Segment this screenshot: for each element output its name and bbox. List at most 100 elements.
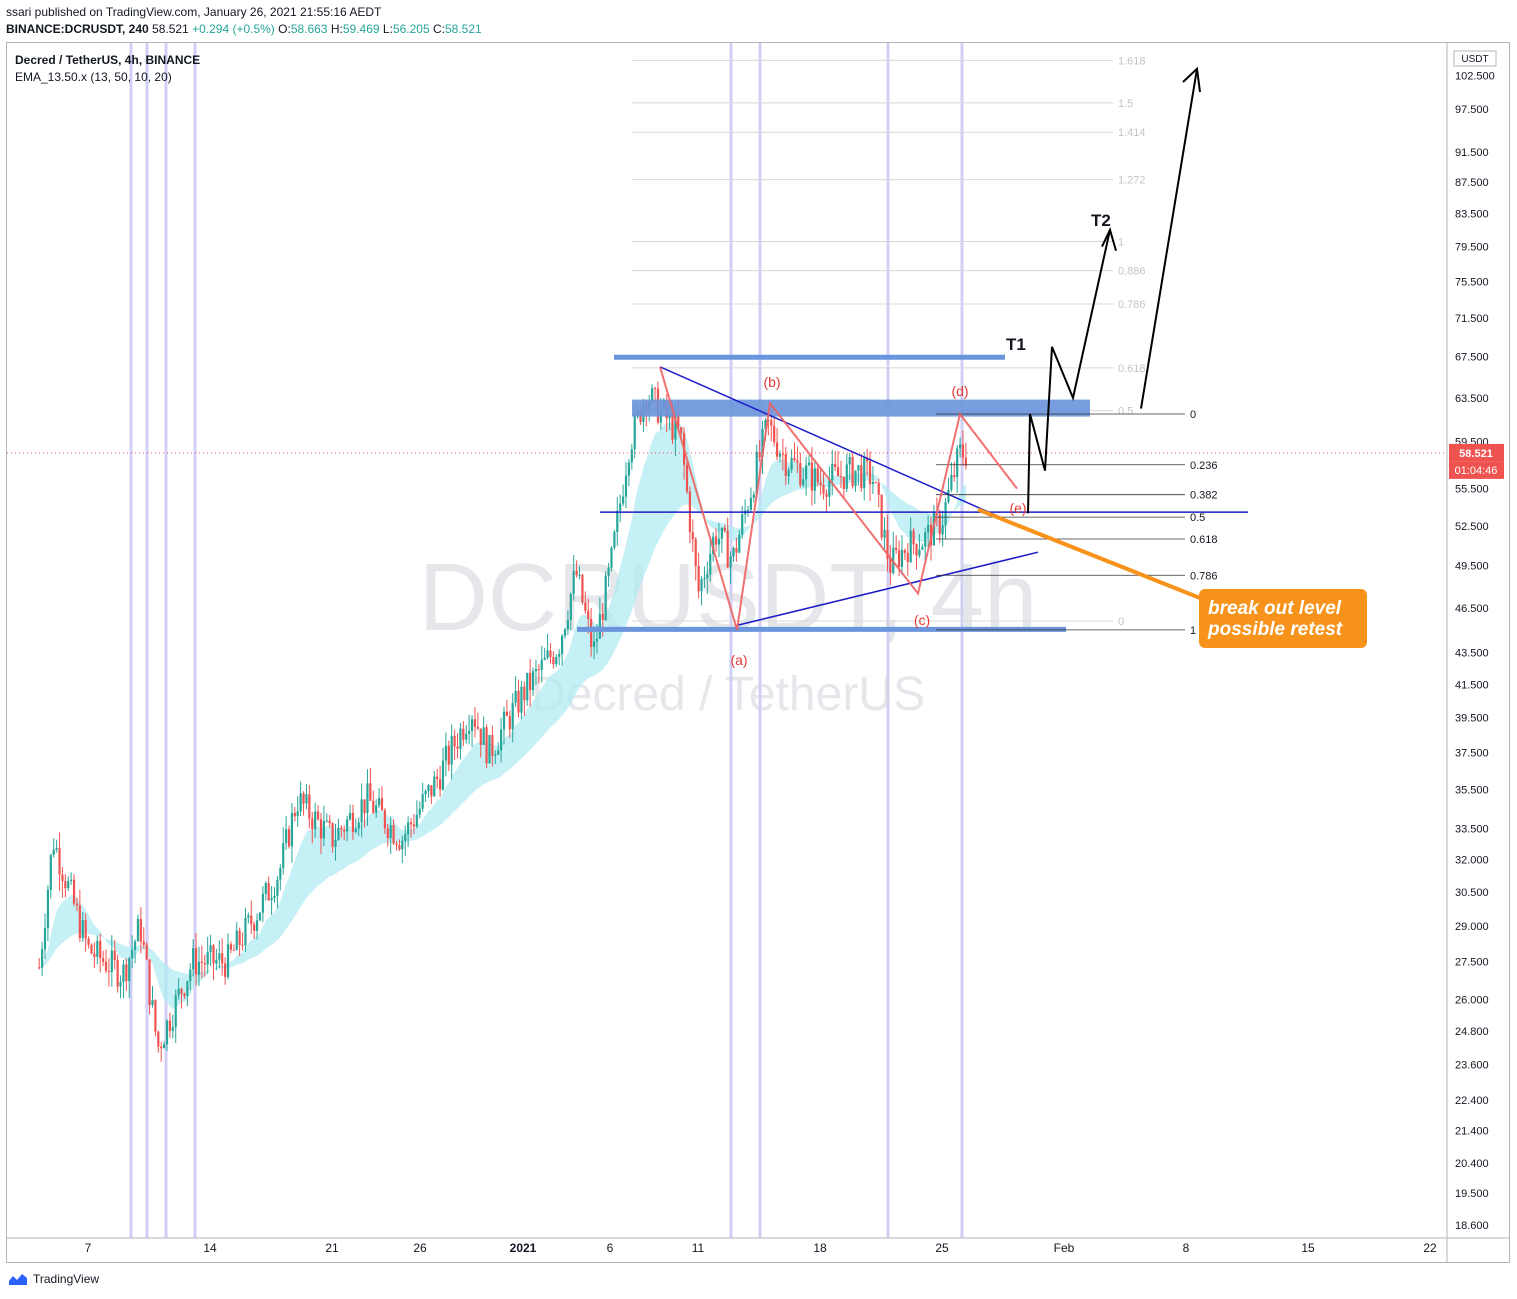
candle-body [93,953,96,957]
fib-level-label: 0.382 [1190,490,1218,502]
candle-body [279,868,282,880]
candle-body [415,814,418,827]
fib-ext-label: 0.786 [1118,299,1146,311]
fib-level-label: 0.5 [1190,512,1205,524]
candle-body [163,1044,166,1049]
watermark-name: Decred / TetherUS [531,668,925,721]
candle-body [790,458,793,470]
candle-body [334,840,337,847]
candle-body [226,944,230,977]
fib-ext-label: 0.886 [1118,266,1146,278]
candle-body [915,544,918,556]
candle-body [877,482,880,495]
indicator-legend[interactable]: EMA_13.50.x (13, 50, 10, 20) [15,70,172,84]
candle-body [427,785,430,792]
candle-body [389,825,392,839]
fib-ext-label: 1.272 [1118,175,1146,187]
candle-body [755,452,758,495]
candle-body [299,793,302,812]
price-tick-label: 29.000 [1455,921,1489,933]
time-tick-label: 21 [325,1241,339,1255]
price-tick-label: 63.500 [1455,393,1489,405]
candle-body [775,442,779,457]
candle-body [523,686,526,701]
candle-body [363,799,366,814]
candle-body [543,657,546,660]
price-tick-label: 41.500 [1455,679,1489,691]
candle-body [572,570,575,594]
candle-body [601,613,604,621]
candle-body [49,854,52,890]
candle-body [84,920,87,939]
candle-body [622,496,625,504]
candle-body [781,453,784,455]
candle-body [700,579,703,592]
target-label-t1: T1 [1006,335,1026,354]
candle-body [587,610,590,619]
candle-body [424,791,427,795]
candle-body [828,480,831,497]
candle-body [360,799,363,823]
candle-body [375,805,378,813]
candle-body [441,760,445,790]
candle-body [142,941,145,945]
candle-body [348,812,352,820]
candle-body [346,819,349,832]
candle-body [241,944,244,946]
candle-body [613,531,616,548]
candle-body [494,754,497,756]
candle-body [921,546,924,550]
fib-level-label: 0 [1190,409,1196,421]
candle-body [276,879,279,897]
low-value: 56.205 [392,22,430,36]
candle-body [918,549,921,556]
candle-body [703,578,706,580]
candle-body [369,783,372,801]
fib-level-label: 0.236 [1190,460,1218,472]
candle-body [197,961,201,975]
candle-body [799,462,802,486]
chart-frame[interactable] [6,42,1510,1263]
fib-ext-label: 1.618 [1118,55,1146,67]
candle-body [96,940,99,957]
price-tick-label: 35.500 [1455,785,1489,797]
price-tick-label: 83.500 [1455,208,1489,220]
candle-body [810,462,814,491]
candle-body [886,529,889,559]
price-tick-label: 79.500 [1455,242,1489,254]
candle-body [941,525,944,535]
candle-body [491,735,494,756]
candle-body [131,949,134,959]
candle-body [337,827,340,841]
price-tick-label: 71.500 [1455,313,1489,325]
vertical-band-2 [164,43,168,1238]
wave-label-e: (e) [1009,500,1026,516]
candle-body [534,669,538,672]
candle-body [316,811,320,820]
price-tick-label: 52.500 [1455,521,1489,533]
candle-body [944,501,947,526]
candle-body [404,834,407,841]
candle-body [778,453,782,457]
candle-body [903,549,906,553]
candle-body [438,779,442,790]
candle-body [860,465,863,489]
price-tick-label: 33.500 [1455,824,1489,836]
candle-body [546,650,549,658]
candle-body [848,456,851,465]
candle-body [325,820,328,822]
series-legend[interactable]: Decred / TetherUS, 4h, BINANCE [15,53,201,67]
candle-body [889,558,892,574]
elliott-wave-path [659,366,1018,631]
price-tick-label: 46.500 [1455,603,1489,615]
candle-body [880,494,883,538]
vertical-band-3 [193,43,197,1238]
candle-body [653,388,657,390]
candle-body [270,898,273,901]
candle-body [465,733,468,740]
candle-body [386,828,389,839]
candle-body [607,567,610,576]
candle-body [328,820,331,824]
candle-body [409,822,413,825]
